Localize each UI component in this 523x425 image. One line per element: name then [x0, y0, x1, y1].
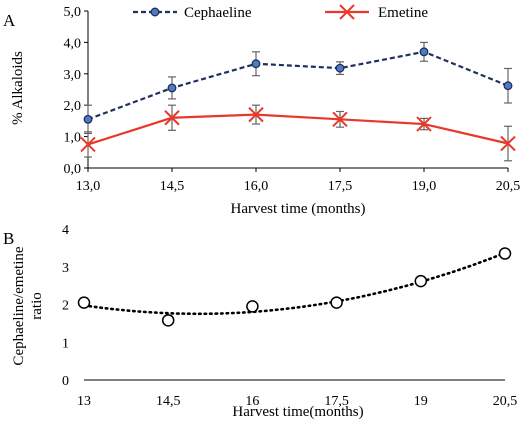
- cephaeline-point: [83, 114, 93, 124]
- panel-a-x-tick-label: 17,5: [328, 179, 353, 194]
- panel-a-x-axis-title: Harvest time (months): [231, 201, 366, 217]
- panel-b-y-axis-title-line-1: Cephaeline/emetine: [11, 246, 27, 365]
- panel-a-chart: A % Alkaloids Harvest time (months) 0,0 1…: [3, 4, 521, 217]
- panel-b-y-tick-label: 2: [62, 299, 69, 314]
- ratio-point: [330, 296, 343, 309]
- emetine-point: [332, 111, 348, 128]
- panel-a-y-tick-label: 2,0: [64, 99, 82, 114]
- panel-b-y-tick-label: 1: [62, 336, 69, 351]
- panel-b-x-tick-label: 13: [77, 394, 91, 409]
- ratio-point: [414, 274, 428, 288]
- panel-b-chart: B Cephaeline/emetine ratio Harvest time(…: [3, 223, 517, 420]
- panel-b-x-tick-label: 14,5: [156, 394, 181, 409]
- panel-a-x-tick-label: 20,5: [496, 179, 521, 194]
- ratio-trendline: [82, 251, 507, 316]
- emetine-point: [164, 110, 180, 126]
- panel-b-x-tick-label: 16: [245, 394, 259, 409]
- panel-a-x-tick-label: 16,0: [244, 179, 269, 194]
- legend-cephaeline-marker: [150, 7, 160, 17]
- ratio-point: [77, 296, 91, 309]
- panel-b-label: B: [3, 229, 14, 248]
- panel-a-x-tick-label: 19,0: [412, 179, 437, 194]
- cephaeline-point: [335, 63, 345, 73]
- panel-b-x-axis-title: Harvest time(months): [232, 404, 363, 420]
- panel-a-legend: Cephaeline Emetine: [133, 4, 428, 21]
- panel-a-y-tick-label: 4,0: [64, 36, 82, 51]
- emetine-point: [500, 135, 516, 152]
- emetine-point: [248, 106, 264, 123]
- series-emetine: [80, 104, 516, 162]
- cephaeline-point: [251, 59, 261, 69]
- ratio-point: [246, 300, 259, 313]
- series-cephaeline: [83, 41, 513, 135]
- panel-a-y-tick-label: 0,0: [64, 162, 82, 177]
- cephaeline-point: [167, 83, 177, 93]
- panel-a-x-tick-label: 14,5: [160, 179, 185, 194]
- legend-emetine-marker: [339, 4, 355, 20]
- cephaeline-line: [87, 50, 509, 121]
- cephaeline-point: [503, 81, 513, 91]
- panel-a-y-tick-label: 1,0: [64, 131, 82, 146]
- panel-b-y-tick-label: 3: [62, 261, 69, 276]
- emetine-point: [416, 116, 432, 132]
- panel-b-y-tick-label: 4: [62, 223, 69, 238]
- legend-emetine-label: Emetine: [378, 5, 428, 21]
- panel-a-label: A: [3, 11, 16, 30]
- panel-b-y-axis-title-line-2: ratio: [29, 292, 45, 320]
- emetine-point: [80, 136, 96, 153]
- ratio-point: [161, 314, 175, 327]
- legend-cephaeline-label: Cephaeline: [184, 5, 252, 21]
- cephaeline-point: [419, 47, 429, 57]
- emetine-line: [87, 113, 509, 146]
- panel-b-x-tick-label: 17,5: [324, 394, 349, 409]
- panel-a-y-tick-label: 5,0: [64, 5, 82, 20]
- panel-a-y-tick-label: 3,0: [64, 68, 82, 83]
- panel-b-y-tick-label: 0: [62, 374, 69, 389]
- panel-a-y-axis-title: % Alkaloids: [10, 51, 26, 125]
- panel-b-x-tick-label: 19: [414, 394, 428, 409]
- panel-a-x-tick-label: 13,0: [76, 179, 101, 194]
- panel-b-x-tick-label: 20,5: [493, 394, 518, 409]
- ratio-point: [498, 247, 512, 260]
